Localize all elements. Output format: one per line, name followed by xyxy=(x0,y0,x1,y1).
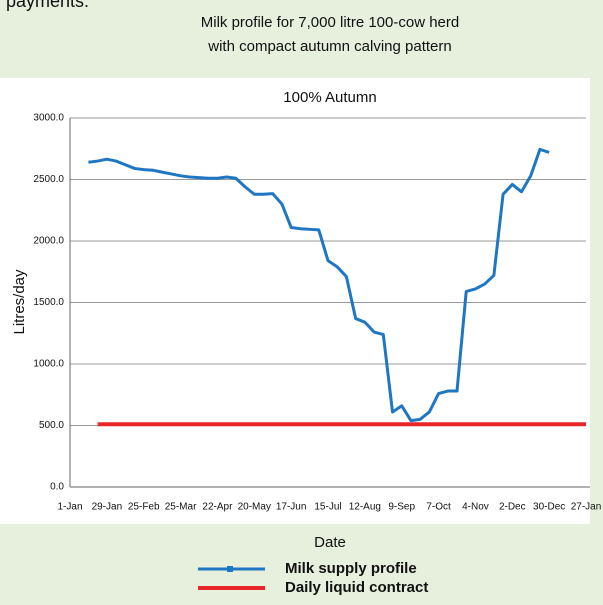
y-tick-label: 500.0 xyxy=(39,420,64,431)
chart-title: Milk profile for 7,000 litre 100-cow her… xyxy=(201,14,459,31)
x-tick-label: 15-Jul xyxy=(314,502,341,513)
x-tick-label: 29-Jan xyxy=(92,502,123,513)
intro-text: payments. xyxy=(6,0,89,11)
x-tick-label: 22-Apr xyxy=(202,502,233,513)
y-tick-label: 2000.0 xyxy=(33,236,64,247)
series-line xyxy=(88,147,550,423)
chart-subtitle: 100% Autumn xyxy=(283,89,376,106)
y-tick-label: 0.0 xyxy=(50,482,64,493)
x-tick-label: 1-Jan xyxy=(57,502,82,513)
x-tick-label: 7-Oct xyxy=(426,502,451,513)
x-tick-label: 25-Mar xyxy=(165,502,197,513)
y-tick-label: 2500.0 xyxy=(33,174,64,185)
y-axis-label: Litres/day xyxy=(11,269,28,335)
x-tick-label: 4-Nov xyxy=(462,502,489,513)
x-tick-label: 12-Aug xyxy=(349,502,381,513)
legend-marker xyxy=(227,566,233,572)
x-tick-label: 9-Sep xyxy=(388,502,415,513)
chart-title: with compact autumn calving pattern xyxy=(207,38,451,55)
x-tick-label: 2-Dec xyxy=(499,502,526,513)
x-tick-label: 25-Feb xyxy=(128,502,160,513)
x-tick-label: 30-Dec xyxy=(533,502,565,513)
legend-label: Daily liquid contract xyxy=(285,579,428,596)
plot-panel xyxy=(0,78,590,524)
legend-label: Milk supply profile xyxy=(285,560,417,577)
x-tick-label: 20-May xyxy=(238,502,271,513)
x-tick-label: 17-Jun xyxy=(276,502,307,513)
y-tick-label: 1500.0 xyxy=(33,297,64,308)
y-tick-label: 3000.0 xyxy=(33,113,64,124)
y-tick-label: 1000.0 xyxy=(33,359,64,370)
x-axis-label: Date xyxy=(314,534,346,551)
x-tick-label: 27-Jan xyxy=(571,502,602,513)
